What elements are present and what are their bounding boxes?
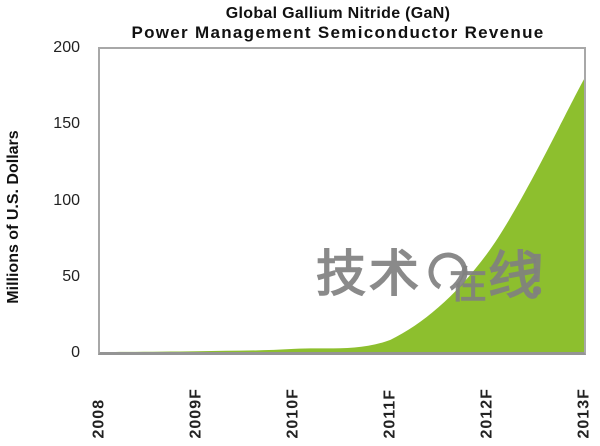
x-tick-label: 2009F (187, 388, 205, 439)
y-tick-label: 0 (71, 344, 80, 361)
y-tick-label: 50 (62, 267, 80, 285)
x-tick-label: 2008 (90, 398, 108, 439)
chart-title-line1: Global Gallium Nitride (GaN) (225, 5, 451, 22)
x-tick-label: 2010F (284, 388, 302, 439)
x-tick-label: 2013F (575, 388, 593, 439)
x-tick-label: 2011F (381, 389, 399, 439)
y-tick-label: 100 (53, 191, 80, 209)
chart-title: Global Gallium Nitride (GaN) Power Manag… (88, 5, 588, 42)
x-tick-label: 2012F (478, 388, 496, 439)
y-tick-label: 200 (53, 39, 80, 56)
y-axis-ticks: 200 150 100 50 0 (0, 0, 80, 446)
y-tick-label: 150 (53, 115, 80, 133)
chart-title-line2: Power Management Semiconductor Revenue (131, 23, 545, 42)
